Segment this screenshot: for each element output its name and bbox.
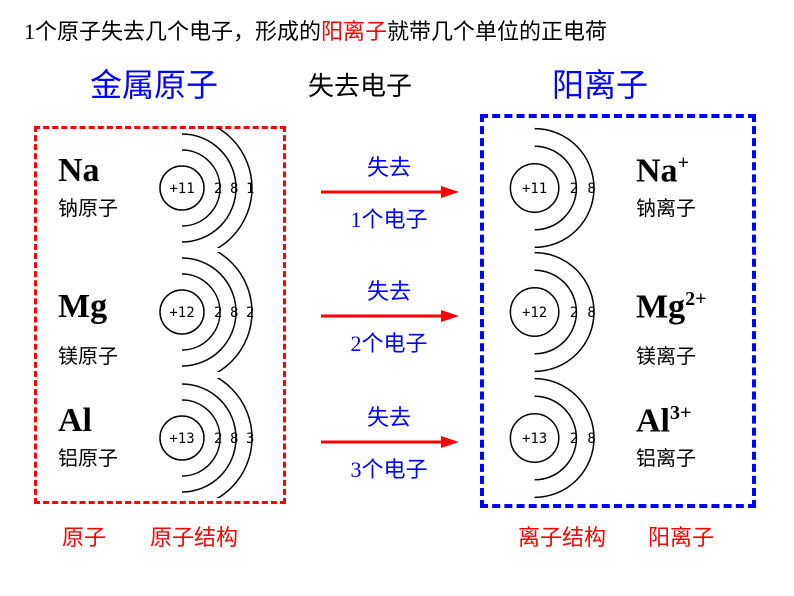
atom-name-cn: 钠原子 [58,192,118,221]
svg-text:2: 2 [214,431,222,447]
arrow-label-bottom: 3个电子 [314,452,464,484]
svg-text:8: 8 [230,305,238,321]
svg-text:+13: +13 [169,431,194,447]
svg-text:3: 3 [246,431,254,447]
svg-text:8: 8 [587,431,595,447]
atom-symbol: Al [58,402,118,440]
bottom-label-cation: 阳离子 [648,520,714,552]
svg-text:+12: +12 [522,305,547,321]
svg-text:2: 2 [214,181,222,197]
ion-name-cn: 钠离子 [636,192,696,221]
svg-text:+13: +13 [522,431,547,447]
bottom-label-atom-structure: 原子结构 [150,520,238,552]
bottom-label-ion-structure: 离子结构 [518,520,606,552]
ion-symbol: Al3+ [636,402,696,440]
arrow-label-top: 失去 [314,274,464,306]
page-title: 1个原子失去几个电子，形成的阳离子就带几个单位的正电荷 [24,14,607,46]
svg-text:+11: +11 [169,181,194,197]
ion-name-cn: 铝离子 [636,442,696,471]
ion-label-na: Na+ 钠离子 [636,152,696,221]
atom-name-cn: 铝原子 [58,442,118,471]
heading-atoms: 金属原子 [90,60,218,106]
svg-text:+12: +12 [169,305,194,321]
atom-name-cn: 镁原子 [58,340,118,369]
arrow-2: 失去 3个电子 [314,400,464,484]
svg-text:+11: +11 [522,181,547,197]
ion-symbol: Mg2+ [636,288,707,326]
atom-label-na: Na 钠原子 [58,152,118,221]
title-prefix: 1个原子失去几个电子，形成的 [24,19,321,44]
svg-text:1: 1 [246,181,254,197]
heading-cations: 阳离子 [552,60,648,106]
arrow-label-top: 失去 [314,150,464,182]
svg-text:2: 2 [570,181,578,197]
bottom-label-atom: 原子 [62,520,106,552]
ion-name-cn: 镁离子 [636,340,707,369]
title-suffix: 就带几个单位的正电荷 [387,19,607,44]
svg-text:2: 2 [570,431,578,447]
svg-text:2: 2 [214,305,222,321]
atom-symbol: Mg [58,288,118,326]
svg-text:8: 8 [230,431,238,447]
ion-label-al: Al3+ 铝离子 [636,402,696,471]
svg-text:2: 2 [246,305,254,321]
arrow-label-bottom: 1个电子 [314,202,464,234]
arrow-1: 失去 2个电子 [314,274,464,358]
svg-text:8: 8 [230,181,238,197]
atom-label-mg: Mg 镁原子 [58,288,118,369]
title-highlight: 阳离子 [321,19,387,44]
svg-text:8: 8 [587,305,595,321]
arrow-label-bottom: 2个电子 [314,326,464,358]
heading-lose: 失去电子 [308,66,412,103]
arrow-label-top: 失去 [314,400,464,432]
arrow-0: 失去 1个电子 [314,150,464,234]
svg-text:2: 2 [570,305,578,321]
ion-label-mg: Mg2+ 镁离子 [636,288,707,369]
ion-symbol: Na+ [636,152,696,190]
atom-label-al: Al 铝原子 [58,402,118,471]
atom-symbol: Na [58,152,118,190]
svg-text:8: 8 [587,181,595,197]
